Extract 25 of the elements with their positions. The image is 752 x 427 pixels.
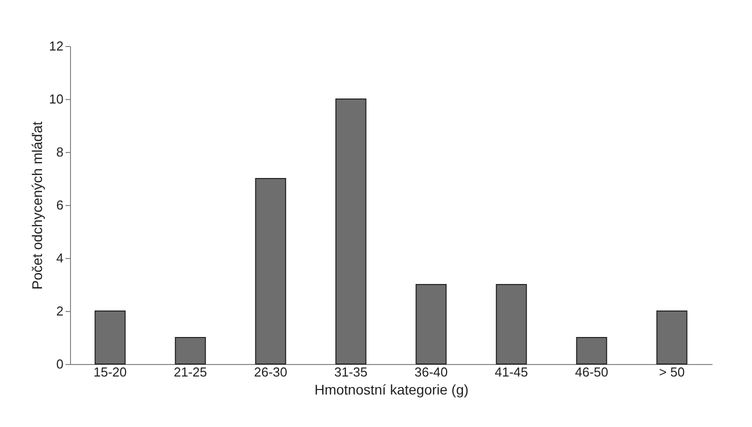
bar [416, 284, 447, 364]
bar [174, 337, 206, 364]
y-tick-label: 2 [56, 304, 64, 318]
y-tick-label: 12 [49, 38, 64, 54]
x-tick-label: > 50 [659, 364, 685, 380]
x-axis-title: Hmotnostní kategorie (g) [314, 382, 469, 398]
bar [94, 310, 126, 364]
y-tick-label: 8 [56, 144, 64, 160]
x-tick-label: 26-30 [254, 364, 288, 380]
y-tick-label: 10 [49, 92, 64, 106]
x-tick-label: 46-50 [575, 364, 608, 380]
y-tick-label: 4 [56, 250, 64, 266]
bar [576, 337, 608, 364]
y-axis-title: Počet odchycených mláďat [29, 121, 46, 290]
bar [496, 284, 527, 364]
x-tick-label: 15-20 [94, 364, 127, 380]
x-tick-label: 36-40 [414, 364, 448, 380]
x-tick-label: 31-35 [334, 364, 368, 380]
x-tick-label: 41-45 [494, 364, 528, 380]
bar [255, 178, 286, 364]
y-tick-label: 0 [56, 356, 64, 372]
bar [656, 310, 688, 364]
bar [335, 98, 366, 364]
x-tick-label: 21-25 [174, 364, 207, 380]
y-tick-label: 6 [56, 198, 64, 212]
